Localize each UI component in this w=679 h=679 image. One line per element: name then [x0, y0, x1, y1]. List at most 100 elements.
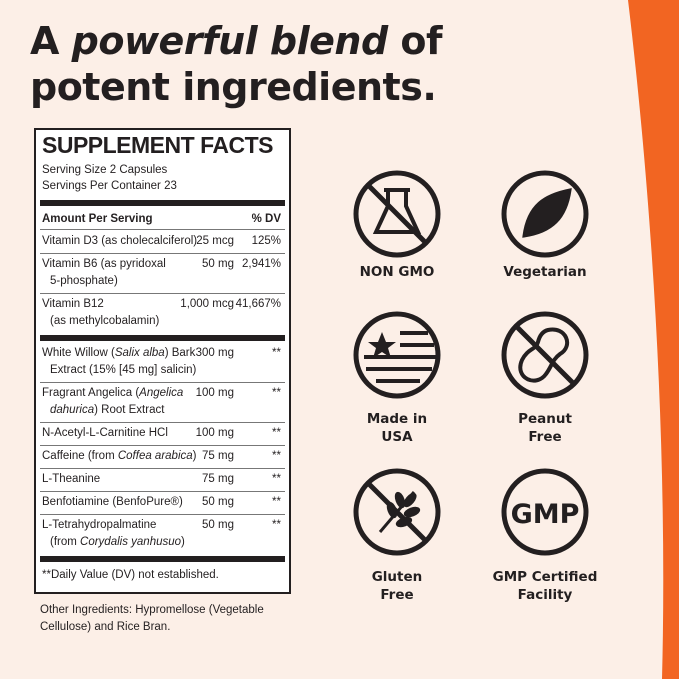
text-line: Cellulose) and Rice Bran. — [40, 621, 171, 633]
supplement-facts: SUPPLEMENT FACTS Serving Size 2 Capsules… — [34, 128, 291, 594]
text: N-Acetyl-L-Carnitine HCl — [42, 427, 168, 439]
facts-row: Vitamin B12 (as methylcobalamin) 1,000 mcg… — [36, 293, 289, 333]
amount: 100 mg — [195, 387, 234, 399]
amount: 100 mg — [195, 427, 234, 439]
text: Benfotiamine (BenfoPure®) — [42, 496, 183, 508]
text-line: dahurica) Root Extract — [50, 404, 164, 416]
italic-text: dahurica — [50, 404, 95, 416]
text: ) — [181, 536, 185, 548]
text: Vitamin B6 (as pyridoxal — [42, 258, 166, 270]
non-gmo-icon — [353, 170, 441, 258]
text: ) Root Extract — [94, 404, 165, 416]
daily-value: 41,667% — [235, 298, 281, 310]
text-line: L-Theanine — [42, 473, 100, 485]
facts-row: White Willow (Salix alba) Bark Extract (1… — [36, 342, 289, 382]
badge-icons: GMP — [353, 170, 589, 556]
text: L-Tetrahydropalmatine — [42, 519, 157, 531]
text-line: USA — [381, 429, 413, 445]
text-line: potent ingredients. — [30, 64, 442, 110]
italic-text: Corydalis yanhusuo — [80, 536, 182, 548]
facts-heading: SUPPLEMENT FACTS — [42, 132, 273, 158]
peanut — [518, 327, 570, 383]
text-line: White Willow (Salix alba) Bark — [42, 347, 195, 359]
daily-value: ** — [272, 450, 281, 462]
thick-rule — [40, 335, 285, 341]
italic-text: powerful blend — [71, 19, 389, 63]
rule — [40, 422, 285, 423]
headline: A powerful blend of potent ingredients. — [30, 18, 443, 110]
dv-header: % DV — [251, 213, 281, 225]
rule — [40, 253, 285, 254]
amount: 50 mg — [202, 519, 234, 531]
flag — [364, 331, 436, 383]
text: potent ingredients. — [30, 65, 437, 109]
text-line: Gluten — [371, 569, 423, 585]
daily-value: ** — [272, 347, 281, 359]
vegetarian-icon — [501, 170, 589, 258]
text-line: L-Tetrahydropalmatine — [42, 519, 156, 531]
text-line: Benfotiamine (BenfoPure®) — [42, 496, 183, 508]
italic-text: Angelica — [139, 387, 184, 399]
text: A — [30, 19, 72, 63]
text-line: Made in — [366, 411, 428, 427]
text-line: N-Acetyl-L-Carnitine HCl — [42, 427, 168, 439]
rule — [40, 514, 285, 515]
amount: 75 mg — [202, 450, 234, 462]
amount: 75 mg — [202, 473, 234, 485]
rule — [40, 293, 285, 294]
rule — [40, 229, 285, 230]
text-line: Caffeine (from Coffea arabica) — [42, 450, 197, 462]
rule — [40, 382, 285, 383]
text-line: Vitamin B12 — [42, 298, 104, 310]
facts-row: Caffeine (from Coffea arabica) 75 mg ** — [36, 445, 289, 468]
badge-label: Vegetarian — [475, 263, 615, 281]
text: Vitamin D3 (as cholecalciferol) — [42, 235, 198, 247]
peanut-free-icon — [501, 311, 589, 399]
text: of — [387, 19, 443, 63]
facts-row: L-Tetrahydropalmatine (from Corydalis yan… — [36, 514, 289, 554]
daily-value: ** — [272, 427, 281, 439]
italic-text: Coffea arabica — [117, 450, 193, 462]
daily-value: 125% — [251, 235, 281, 247]
amount: 1,000 mcg — [180, 298, 234, 310]
amount: 50 mg — [202, 496, 234, 508]
text-line: Fragrant Angelica (Angelica — [42, 387, 183, 399]
text: ) Bark — [164, 347, 196, 359]
text: L-Theanine — [42, 473, 101, 485]
footnote: **Daily Value (DV) not established. — [42, 569, 219, 581]
daily-value: ** — [272, 519, 281, 531]
flask — [372, 188, 422, 234]
daily-value: ** — [272, 496, 281, 508]
serving-size: Serving Size 2 Capsules — [42, 164, 168, 176]
text-line: Vitamin D3 (as cholecalciferol) — [42, 235, 197, 247]
daily-value: ** — [272, 387, 281, 399]
text-line: (from Corydalis yanhusuo) — [50, 536, 185, 548]
amount: 50 mg — [202, 258, 234, 270]
text-line: GMP Certified — [492, 569, 598, 585]
badge-label: NON GMO — [327, 263, 467, 281]
leaf — [522, 188, 572, 238]
star — [368, 332, 396, 358]
badge-label: Made in USA — [327, 410, 467, 446]
text: 5-phosphate) — [50, 275, 118, 287]
badge-label: GMP Certified Facility — [475, 568, 615, 604]
text-line: Extract (15% [45 mg] salicin) — [50, 364, 196, 376]
facts-row: N-Acetyl-L-Carnitine HCl 100 mg ** — [36, 422, 289, 445]
text-line: Other Ingredients: Hypromellose (Vegetab… — [40, 604, 264, 616]
text: (from — [50, 536, 81, 548]
usa-icon — [353, 311, 441, 399]
badge-label: Gluten Free — [327, 568, 467, 604]
amount: 25 mcg — [196, 235, 234, 247]
text: Caffeine (from — [42, 450, 118, 462]
text: ) — [192, 450, 197, 462]
text-line: Peanut — [518, 411, 572, 427]
servings-per-container: Servings Per Container 23 — [42, 180, 177, 192]
text-line: Vegetarian — [503, 264, 587, 280]
text: White Willow ( — [42, 347, 115, 359]
rule — [40, 491, 285, 492]
badge-label: Peanut Free — [475, 410, 615, 446]
gluten-free-icon — [353, 468, 441, 556]
text-line: Free — [380, 587, 414, 603]
